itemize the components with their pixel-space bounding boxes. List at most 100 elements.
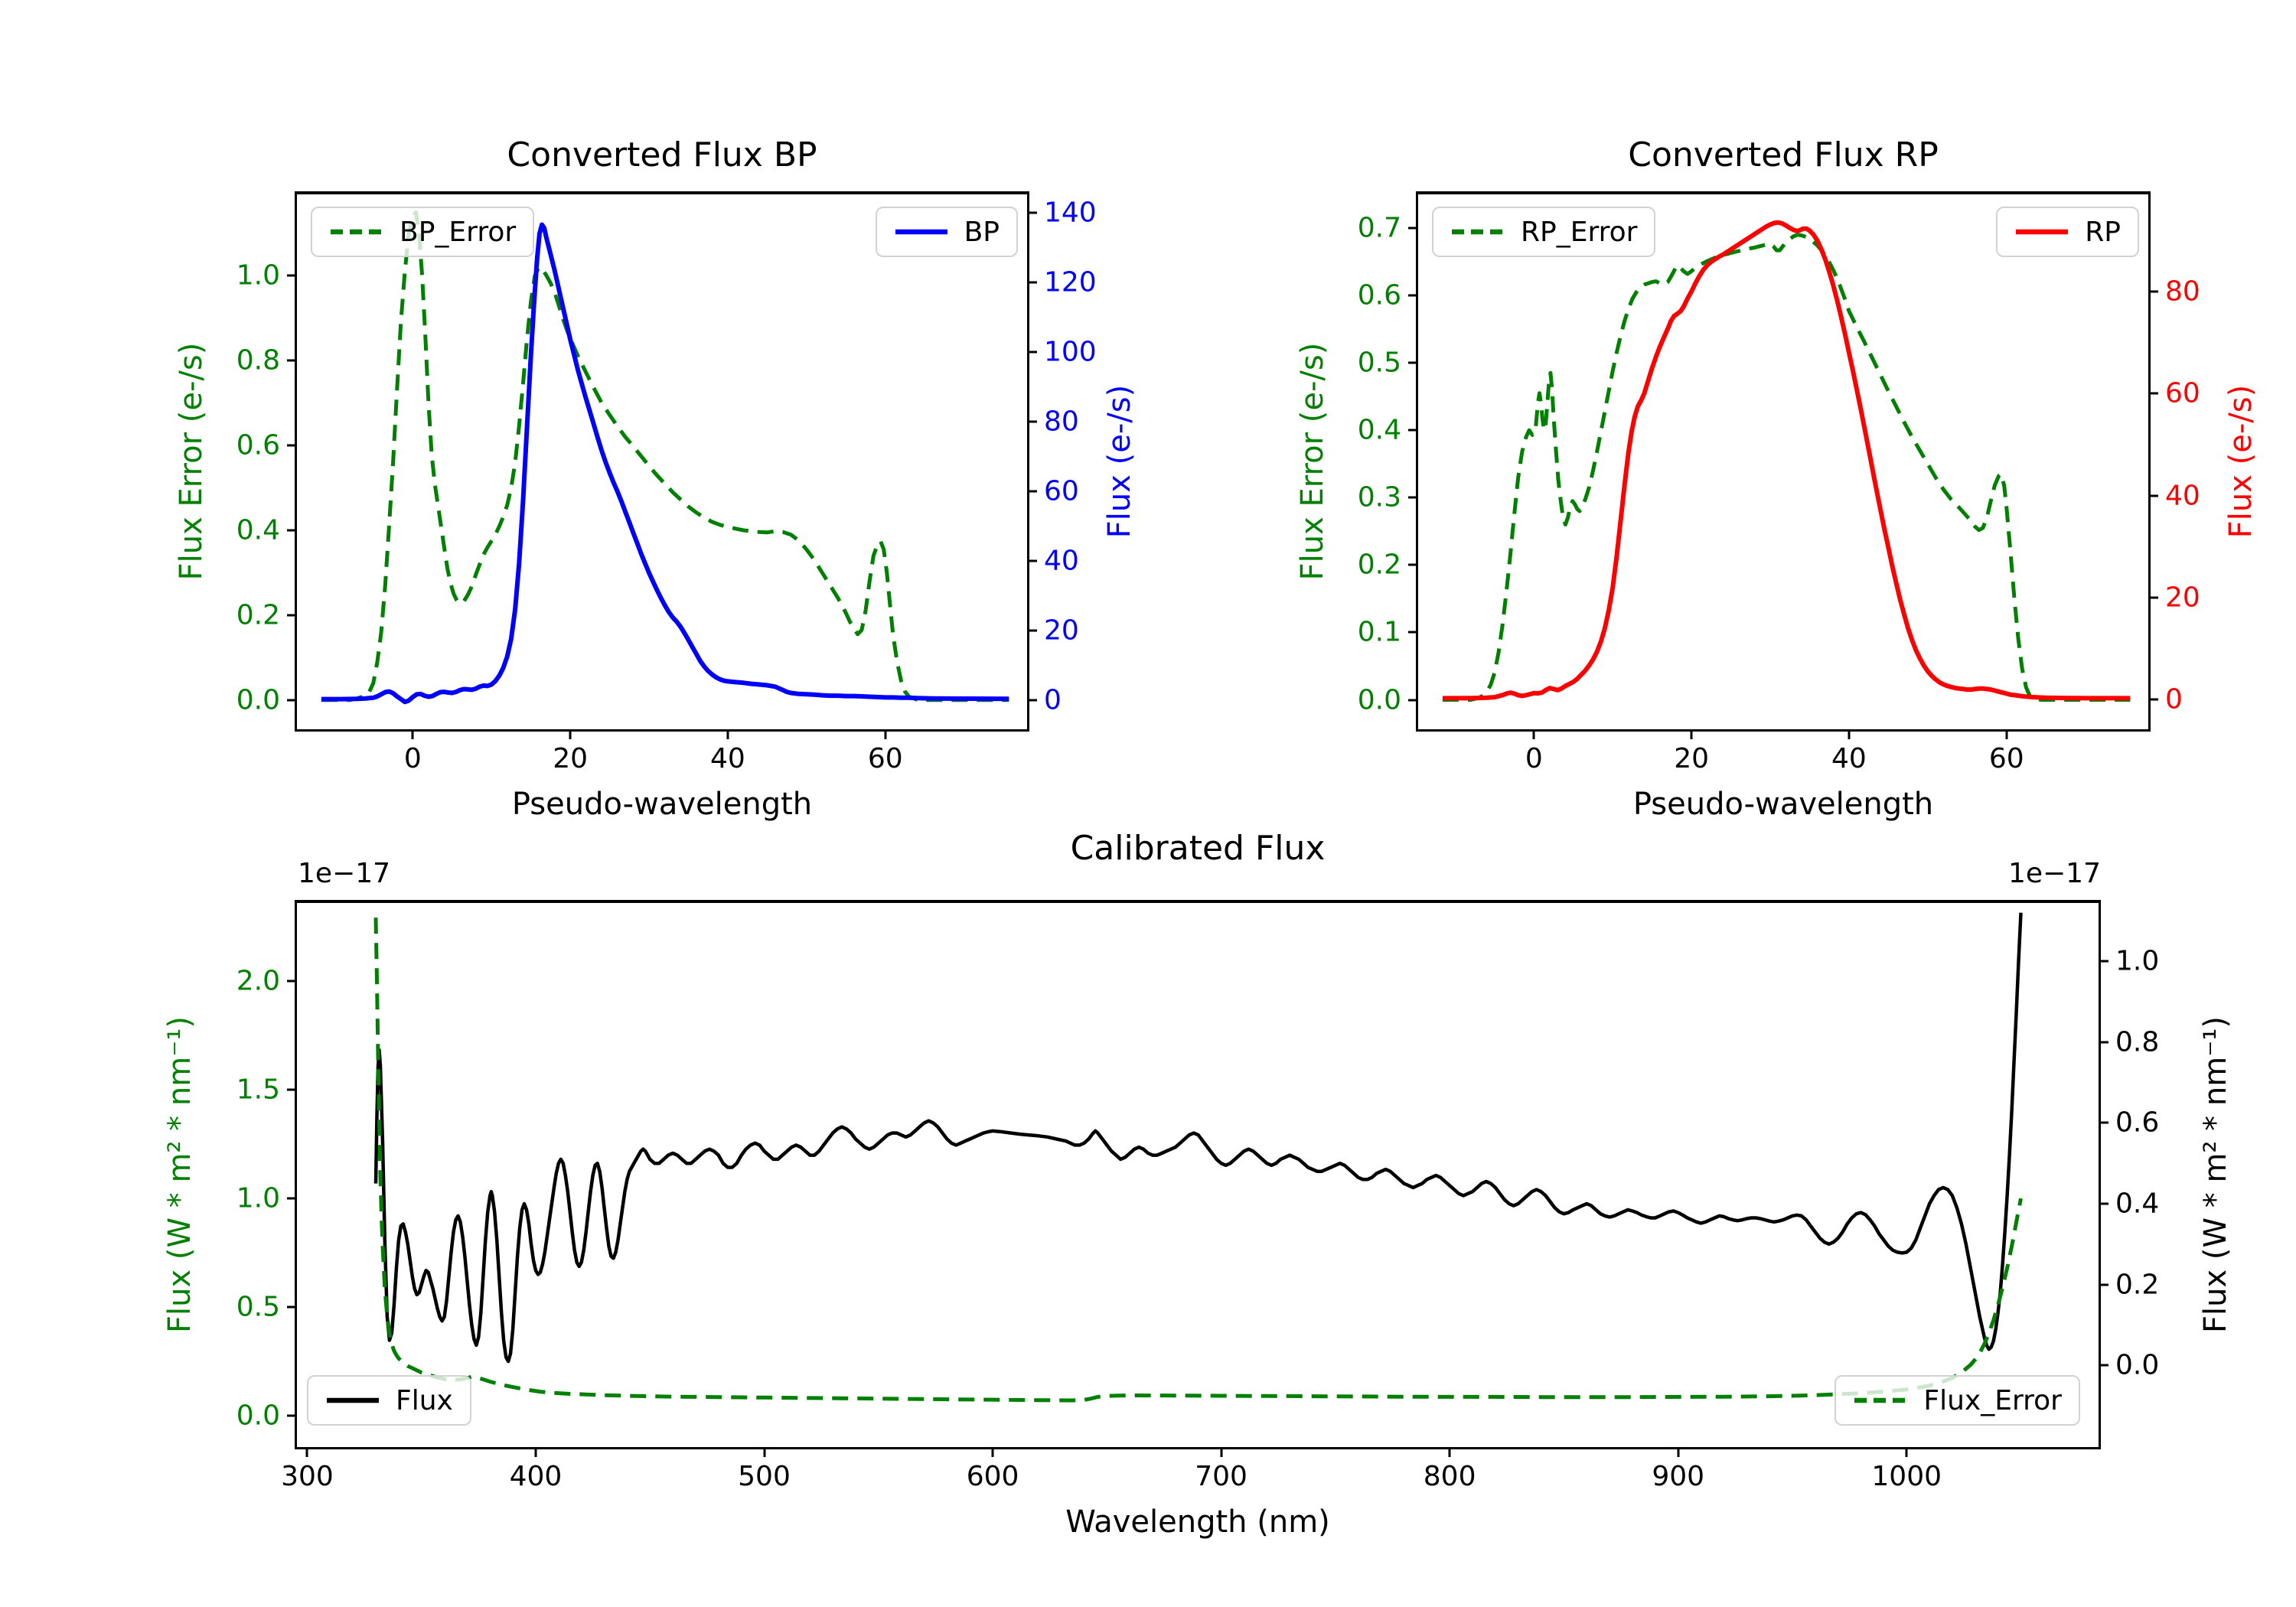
- y-left-tick-mark: [287, 1088, 297, 1091]
- legend-label-bp: BP: [964, 216, 1000, 248]
- legend-line-sample-solid-icon: [895, 229, 947, 235]
- y-right-tick-mark: [2099, 1202, 2108, 1205]
- y-left-tick-mark: [1408, 563, 1418, 566]
- legend-line-sample-dashed-icon: [331, 229, 383, 235]
- legend-line-sample-dashed-icon: [1854, 1397, 1907, 1403]
- y-left-tick-label: 0.0: [236, 1400, 280, 1432]
- curves-canvas-calibrated: [373, 912, 2023, 1403]
- y-right-tick-label: 0.2: [2115, 1269, 2160, 1301]
- y-right-tick-label: 0.4: [2115, 1188, 2160, 1220]
- x-tick-label: 300: [281, 1461, 334, 1492]
- y-right-tick-mark: [1027, 420, 1037, 423]
- y-right-tick-mark: [2099, 1121, 2108, 1124]
- y-left-tick-label: 0.5: [1357, 347, 1401, 379]
- y-right-tick-label: 20: [1044, 614, 1079, 647]
- y-right-tick-label: 40: [1044, 545, 1079, 577]
- y-left-tick-label: 0.4: [1357, 414, 1401, 446]
- x-tick-mark: [1220, 1447, 1223, 1457]
- x-tick-mark: [991, 1447, 994, 1457]
- x-tick-label: 20: [1674, 743, 1709, 774]
- x-tick-label: 40: [1831, 743, 1867, 774]
- x-tick-mark: [1905, 1447, 1908, 1457]
- legend-bp: BP: [875, 207, 1018, 257]
- y-axis-label-flux-right: Flux (W * m² * nm⁻¹): [2198, 1016, 2233, 1333]
- y-right-tick-mark: [2099, 1364, 2108, 1367]
- x-tick-mark: [569, 729, 572, 739]
- series-flux: [373, 912, 2023, 1364]
- y-right-tick-mark: [2148, 290, 2158, 293]
- y-left-tick-mark: [1408, 631, 1418, 634]
- legend-line-sample-solid-icon: [2016, 229, 2069, 235]
- legend-label-bp-error: BP_Error: [400, 216, 517, 248]
- series-rp_error: [1442, 233, 2131, 702]
- y-axis-label-flux-bp: Flux (e-/s): [1102, 384, 1137, 539]
- y-axis-label-flux-error-bp: Flux Error (e-/s): [174, 342, 209, 581]
- x-tick-mark: [1448, 1447, 1451, 1457]
- y-left-tick-label: 0.3: [1357, 481, 1401, 513]
- x-tick-label: 400: [509, 1461, 563, 1492]
- y-left-tick-label: 2.0: [236, 965, 280, 997]
- series-bp_error: [321, 210, 1009, 702]
- x-tick-mark: [1848, 729, 1851, 739]
- y-right-tick-mark: [1027, 559, 1037, 562]
- y-right-tick-mark: [1027, 699, 1037, 702]
- axes-rp: RP_Error RP 0 20 40 60 0.0 0.1 0.2 0.3 0.4 0.5 0.6…: [1358, 191, 2200, 774]
- x-tick-label: 20: [553, 743, 588, 774]
- x-axis-label-bp: Pseudo-wavelength: [511, 787, 813, 822]
- y-right-tick-label: 60: [1044, 475, 1079, 507]
- y-axis-label-flux-error-rp: Flux Error (e-/s): [1295, 342, 1330, 581]
- x-tick-mark: [2005, 729, 2008, 739]
- y-right-tick-label: 0.8: [2115, 1026, 2160, 1058]
- x-tick-label: 800: [1423, 1461, 1476, 1492]
- subplot-converted-flux-rp: Converted Flux RP Flux Error (e-/s) Flux…: [1295, 135, 2258, 822]
- legend-rp-error: RP_Error: [1432, 207, 1656, 257]
- y-right-tick-mark: [2148, 494, 2158, 497]
- y-right-tick-label: 0.0: [2115, 1349, 2160, 1381]
- y-left-tick-mark: [1408, 361, 1418, 364]
- legend-label-flux-error: Flux_Error: [1923, 1384, 2062, 1416]
- y-right-tick-mark: [2148, 392, 2158, 395]
- y-left-tick-mark: [287, 1414, 297, 1417]
- y-left-tick-label: 0.8: [236, 344, 280, 376]
- x-tick-mark: [305, 1447, 308, 1457]
- y-right-tick-mark: [1027, 490, 1037, 493]
- subplot-calibrated-flux: Calibrated Flux 1e−17 1e−17 Flux (W * m²…: [162, 829, 2233, 1540]
- y-left-tick-mark: [287, 614, 297, 617]
- y-left-tick-label: 1.5: [236, 1074, 280, 1106]
- x-tick-label: 0: [1525, 743, 1543, 774]
- y-left-tick-mark: [287, 1305, 297, 1309]
- y-left-tick-label: 0.4: [236, 514, 280, 546]
- y-right-tick-label: 100: [1044, 336, 1097, 368]
- y-right-tick-label: 0.6: [2115, 1107, 2160, 1139]
- y-left-tick-label: 0.6: [1357, 279, 1401, 311]
- y-left-tick-mark: [1408, 294, 1418, 297]
- subplot-converted-flux-bp: Converted Flux BP Flux Error (e-/s) Flux…: [174, 135, 1137, 822]
- y-left-tick-mark: [287, 1197, 297, 1200]
- curves-canvas-rp: [1442, 220, 2131, 702]
- y-left-tick-mark: [1408, 496, 1418, 499]
- series-rp: [1442, 220, 2131, 701]
- y-right-tick-label: 80: [2165, 275, 2200, 308]
- y-left-tick-mark: [1408, 429, 1418, 432]
- y-left-tick-mark: [287, 359, 297, 362]
- y-right-tick-mark: [1027, 281, 1037, 284]
- y-right-tick-label: 0: [1044, 684, 1062, 716]
- y-axis-offset-left: 1e−17: [298, 858, 391, 889]
- y-right-tick-mark: [2099, 1041, 2108, 1044]
- y-right-tick-label: 60: [2165, 377, 2200, 409]
- y-right-tick-mark: [2148, 698, 2158, 701]
- x-tick-mark: [763, 1447, 766, 1457]
- y-left-tick-mark: [287, 444, 297, 447]
- y-left-tick-label: 0.1: [1357, 616, 1401, 648]
- y-right-tick-label: 20: [2165, 582, 2200, 614]
- y-axis-offset-right: 1e−17: [2007, 858, 2101, 889]
- y-left-tick-label: 0.7: [1357, 212, 1401, 244]
- x-tick-label: 60: [1988, 743, 2024, 774]
- plot-title-rp: Converted Flux RP: [1628, 135, 1939, 174]
- y-left-tick-mark: [287, 529, 297, 532]
- x-tick-mark: [1690, 729, 1693, 739]
- y-left-tick-label: 1.0: [236, 1182, 280, 1214]
- y-left-tick-mark: [287, 274, 297, 277]
- x-axis-label-rp: Pseudo-wavelength: [1632, 787, 1934, 822]
- x-tick-mark: [534, 1447, 537, 1457]
